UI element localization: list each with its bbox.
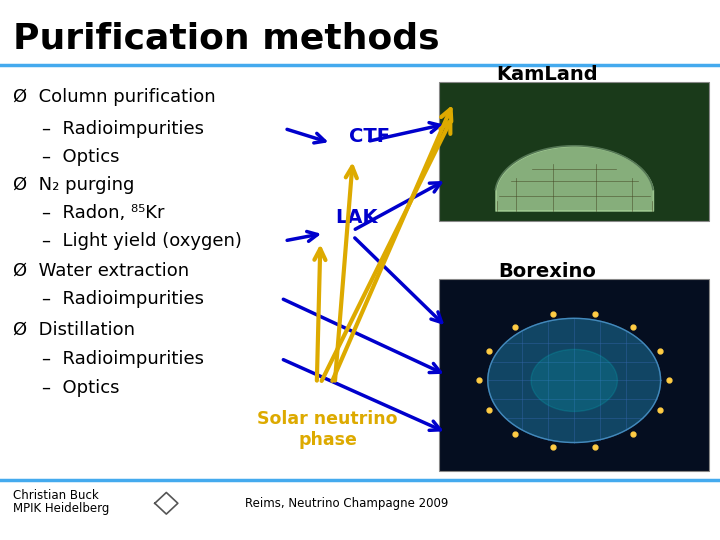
Text: Solar neutrino
phase: Solar neutrino phase: [257, 410, 398, 449]
Text: Ø  Distillation: Ø Distillation: [13, 320, 135, 339]
Text: Christian Buck: Christian Buck: [13, 489, 99, 502]
Polygon shape: [488, 319, 661, 442]
Polygon shape: [531, 349, 618, 411]
Text: –  Optics: – Optics: [42, 147, 120, 166]
Text: –  Radioimpurities: – Radioimpurities: [42, 349, 204, 368]
Text: CTF: CTF: [349, 126, 390, 146]
Text: Ø  Column purification: Ø Column purification: [13, 88, 215, 106]
Text: LAK: LAK: [335, 207, 377, 227]
Text: –  Light yield (oxygen): – Light yield (oxygen): [42, 232, 242, 250]
Bar: [439, 279, 709, 471]
Text: –  Radioimpurities: – Radioimpurities: [42, 119, 204, 138]
Text: –  Optics: – Optics: [42, 379, 120, 397]
Text: MPIK Heidelberg: MPIK Heidelberg: [13, 502, 109, 515]
Text: Borexino: Borexino: [498, 262, 596, 281]
Text: Ø  N₂ purging: Ø N₂ purging: [13, 176, 135, 194]
Text: KamLand: KamLand: [496, 65, 598, 84]
Text: Reims, Neutrino Champagne 2009: Reims, Neutrino Champagne 2009: [245, 497, 448, 510]
Polygon shape: [488, 319, 661, 442]
Text: Ø  Water extraction: Ø Water extraction: [13, 262, 189, 280]
Text: Purification methods: Purification methods: [13, 22, 440, 56]
Text: –  Radon, ⁸⁵Kr: – Radon, ⁸⁵Kr: [42, 204, 164, 222]
Text: –  Radioimpurities: – Radioimpurities: [42, 290, 204, 308]
Bar: [439, 82, 709, 221]
